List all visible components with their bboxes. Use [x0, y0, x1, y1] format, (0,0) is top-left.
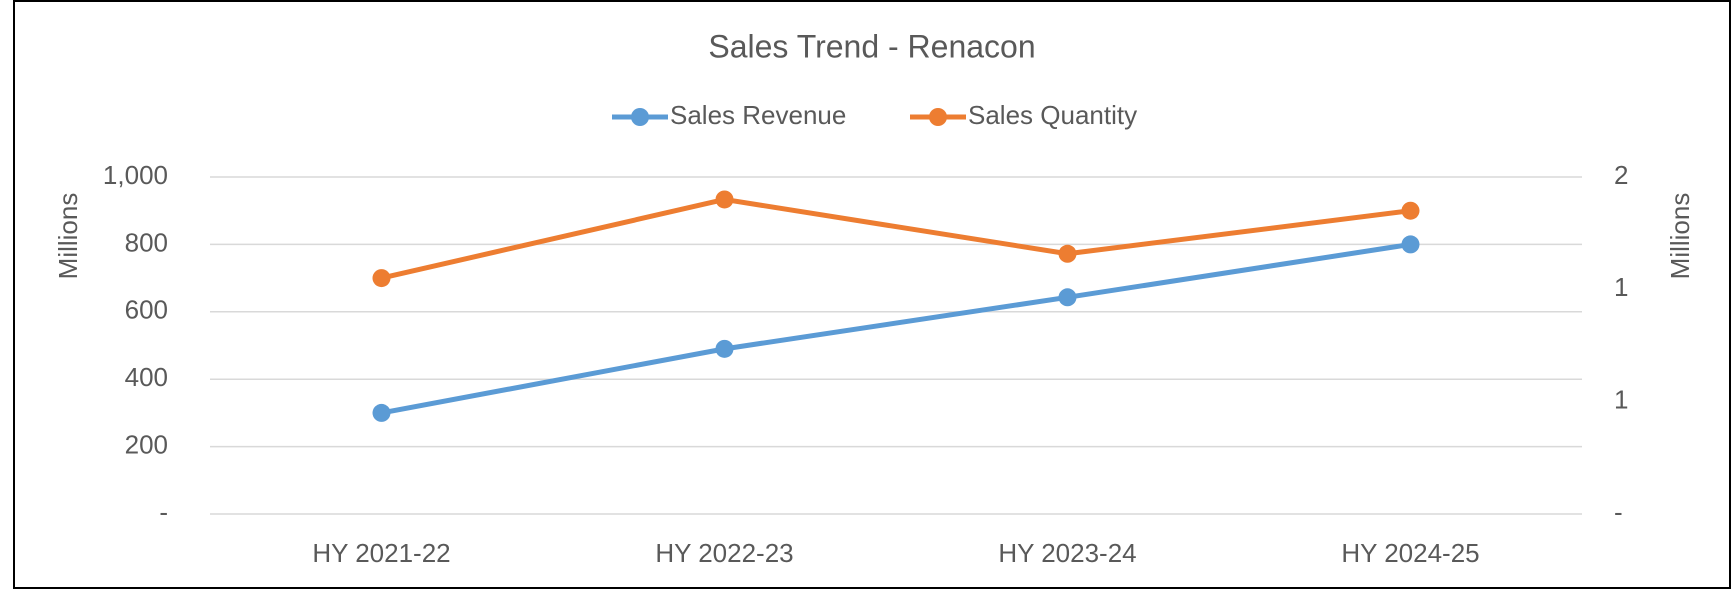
- y2-tick-label: 1: [1614, 385, 1628, 415]
- y2-axis-label: Millions: [1665, 193, 1695, 280]
- chart-title: Sales Trend - Renacon: [708, 28, 1035, 64]
- x-tick-label: HY 2021-22: [312, 538, 450, 568]
- legend-label: Sales Quantity: [968, 100, 1137, 130]
- legend-label: Sales Revenue: [670, 100, 846, 130]
- y-tick-label: 200: [125, 429, 168, 459]
- y-tick-label: 800: [125, 227, 168, 257]
- point: [372, 403, 391, 422]
- line: [380, 196, 1411, 281]
- y-tick-label: 1,000: [103, 160, 168, 190]
- y2-tick-label: 1: [1614, 272, 1628, 302]
- y2-tick-label: -: [1614, 497, 1623, 527]
- y2-tick-label: 2: [1614, 160, 1628, 190]
- chart-border: [13, 0, 1731, 589]
- legend-marker: [631, 108, 649, 126]
- point: [1058, 288, 1077, 307]
- x-tick-label: HY 2024-25: [1341, 538, 1479, 568]
- point: [715, 339, 734, 358]
- point: [715, 190, 734, 209]
- y-tick-label: -: [159, 497, 168, 527]
- legend-marker: [929, 108, 947, 126]
- y-tick-label: 600: [125, 295, 168, 325]
- point: [1401, 235, 1420, 254]
- point: [372, 269, 391, 288]
- point: [1401, 201, 1420, 220]
- x-tick-label: HY 2023-24: [998, 538, 1136, 568]
- y-axis-label: Millions: [53, 193, 83, 280]
- point: [1058, 244, 1077, 263]
- y-tick-label: 400: [125, 362, 168, 392]
- line: [381, 241, 1411, 416]
- x-tick-label: HY 2022-23: [655, 538, 793, 568]
